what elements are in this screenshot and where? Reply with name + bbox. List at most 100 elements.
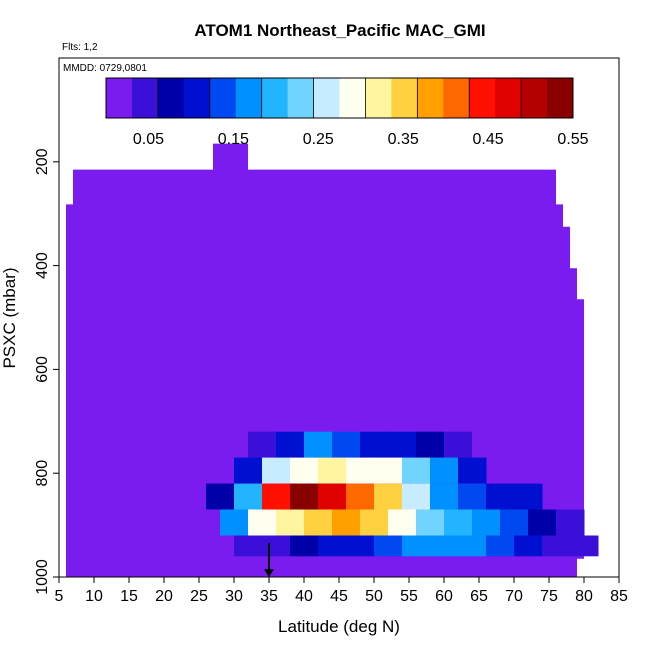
- heatmap-cell: [346, 535, 375, 557]
- heatmap-cell: [528, 509, 557, 536]
- colorbar-segment: [547, 78, 574, 118]
- heatmap-cell: [262, 535, 291, 557]
- colorbar-segment: [339, 78, 366, 118]
- x-tick-label: 60: [435, 588, 453, 605]
- heatmap-cell: [332, 431, 361, 458]
- plot-area: [66, 143, 599, 577]
- heatmap-cell: [374, 535, 403, 557]
- heatmap-cell: [430, 457, 459, 484]
- heatmap-cell: [234, 457, 263, 484]
- colorbar-segment: [157, 78, 185, 118]
- colorbar-segment: [209, 78, 237, 118]
- heatmap-cell: [374, 483, 403, 510]
- heatmap-cell: [388, 431, 417, 458]
- colorbar-segment: [495, 78, 522, 118]
- y-tick-label: 400: [34, 252, 51, 279]
- colorbar-segment: [261, 78, 289, 118]
- x-tick-label: 65: [470, 588, 488, 605]
- heatmap-cell: [290, 483, 319, 510]
- heatmap-cell: [276, 509, 305, 536]
- heatmap-cell: [318, 483, 347, 510]
- heatmap-cell: [248, 509, 277, 536]
- heatmap-cell: [500, 509, 529, 536]
- heatmap-cell: [458, 483, 487, 510]
- heatmap-cell: [262, 483, 291, 510]
- colorbar: 0.05 0.15 0.25 0.35 0.45 0.55: [105, 77, 589, 148]
- heatmap-cell: [514, 483, 543, 510]
- heatmap-cell: [276, 431, 305, 458]
- x-tick-label: 70: [505, 588, 523, 605]
- heatmap-cell: [332, 509, 361, 536]
- heatmap-cell: [262, 457, 291, 484]
- heatmap-cell: [318, 457, 347, 484]
- x-tick-label: 15: [120, 588, 138, 605]
- heatmap-cell: [514, 535, 543, 557]
- heatmap-cell: [234, 535, 263, 557]
- y-tick-label: 800: [34, 460, 51, 487]
- heatmap-cell: [458, 457, 487, 484]
- colorbar-segment: [469, 78, 496, 118]
- y-axis-label: PSXC (mbar): [0, 267, 19, 368]
- heatmap-cell: [206, 483, 235, 510]
- x-axis: 5 10 15 20 25 30 35 40 45 50 55 60 65 70 75 80 85: [55, 577, 628, 605]
- heatmap-cell: [220, 509, 249, 536]
- colorbar-frame: [105, 77, 574, 119]
- x-tick-label: 50: [365, 588, 383, 605]
- heatmap-cell: [374, 457, 403, 484]
- heatmap-cell: [248, 431, 277, 458]
- x-axis-label: Latitude (deg N): [278, 617, 400, 636]
- colorbar-segment: [391, 78, 418, 118]
- colorbar-tick-label: 0.25: [303, 131, 334, 148]
- heatmap-cell: [290, 457, 319, 484]
- colorbar-tick-label: 0.45: [473, 131, 504, 148]
- heatmap-cell: [206, 535, 235, 557]
- heatmap-cell: [486, 535, 515, 557]
- colorbar-segment: [106, 78, 133, 118]
- heatmap-cell: [346, 457, 375, 484]
- heatmap-cell: [416, 431, 445, 458]
- heatmap-cell: [472, 509, 501, 536]
- x-tick-label: 25: [190, 588, 208, 605]
- heatmap-cell: [556, 509, 585, 536]
- x-tick-label: 75: [540, 588, 558, 605]
- colorbar-segment: [313, 78, 340, 118]
- x-tick-label: 35: [260, 588, 278, 605]
- heatmap-cell: [290, 535, 319, 557]
- flights-note: Flts: 1,2: [62, 42, 98, 53]
- heatmap-cell: [402, 483, 431, 510]
- heatmap-cell: [472, 431, 501, 458]
- heatmap-cell: [304, 431, 333, 458]
- y-tick-label: 1000: [34, 559, 51, 595]
- x-tick-label: 80: [575, 588, 593, 605]
- colorbar-segment: [443, 78, 470, 118]
- latitude-marker-head: [264, 569, 274, 577]
- heatmap-cell: [430, 483, 459, 510]
- heatmap-cell: [346, 483, 375, 510]
- x-tick-label: 85: [610, 588, 628, 605]
- heatmap-cell: [318, 535, 347, 557]
- chart-title: ATOM1 Northeast_Pacific MAC_GMI: [194, 21, 485, 40]
- heatmap-cell: [234, 483, 263, 510]
- heatmap-cell: [458, 535, 487, 557]
- heatmap-cell: [486, 483, 515, 510]
- colorbar-tick-label: 0.35: [388, 131, 419, 148]
- x-tick-label: 40: [295, 588, 313, 605]
- heatmap-cell: [542, 535, 571, 557]
- colorbar-tick-label: 0.15: [218, 131, 249, 148]
- colorbar-segment: [521, 78, 548, 118]
- colorbar-tick-label: 0.55: [557, 131, 588, 148]
- date-note: MMDD: 0729,0801: [63, 63, 147, 74]
- heatmap-cell: [360, 431, 389, 458]
- colorbar-segment: [417, 78, 444, 118]
- heatmap-cell: [570, 535, 599, 557]
- x-tick-label: 10: [85, 588, 103, 605]
- heatmap-cell: [304, 509, 333, 536]
- heatmap-cell: [402, 535, 431, 557]
- x-tick-label: 20: [155, 588, 173, 605]
- x-tick-label: 5: [55, 588, 64, 605]
- x-tick-label: 55: [400, 588, 418, 605]
- colorbar-tick-label: 0.05: [133, 131, 164, 148]
- x-tick-label: 30: [225, 588, 243, 605]
- y-axis: 200 400 600 800 1000: [34, 148, 59, 595]
